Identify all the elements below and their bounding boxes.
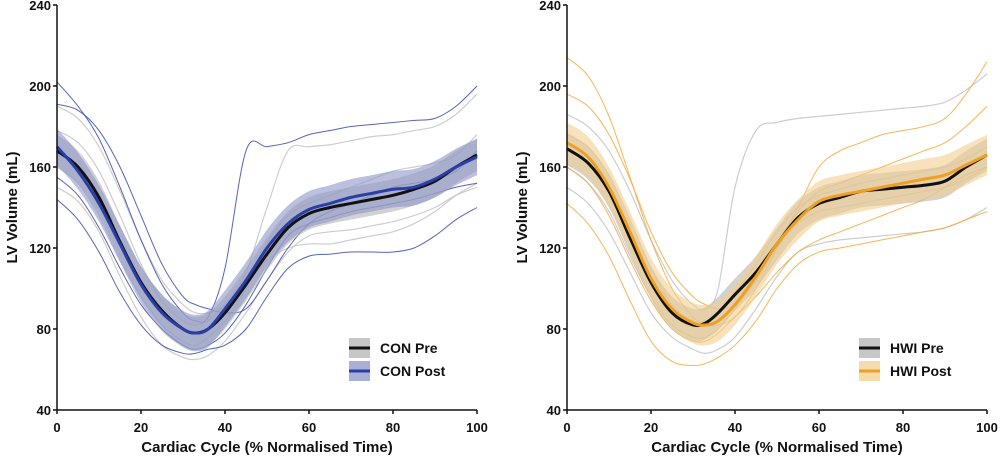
x-tick-label: 80 [896, 420, 910, 435]
individual-trace-con-post [56, 199, 478, 355]
chart-panel-2: 40 80 120 160 200 240 0 20 40 60 80 100 Cardiac Cycl… [514, 0, 998, 456]
x-tick-label: 100 [976, 420, 998, 435]
x-tick-label: 40 [218, 420, 232, 435]
sd-band-hwi-post [567, 122, 987, 346]
y-tick-label: 80 [547, 322, 561, 337]
y-tick-label: 40 [547, 403, 561, 418]
sd-band-con-post [57, 128, 477, 352]
x-tick-label: 0 [563, 420, 570, 435]
individual-trace-hwi-pre [566, 186, 988, 354]
y-tick-label: 200 [539, 79, 561, 94]
y-tick-label: 160 [539, 160, 561, 175]
y-tick-label: 200 [29, 79, 51, 94]
x-tick-label: 0 [53, 420, 60, 435]
x-tick-label: 80 [386, 420, 400, 435]
x-tick-label: 100 [466, 420, 488, 435]
x-tick-label: 20 [644, 420, 658, 435]
y-tick-label: 160 [29, 160, 51, 175]
individual-trace-hwi-pre [566, 73, 988, 311]
x-tick-label: 20 [134, 420, 148, 435]
y-tick-label: 240 [29, 0, 51, 13]
individual-trace-con-pre [56, 93, 478, 315]
y-tick-label: 120 [539, 241, 561, 256]
x-axis-title: Cardiac Cycle (% Normalised Time) [141, 439, 392, 456]
individual-trace-con-post [56, 81, 478, 323]
individual-trace-hwi-post [566, 166, 988, 343]
y-axis-title: LV Volume (mL) [514, 152, 531, 264]
legend-label: CON Post [380, 363, 446, 379]
legend-label: HWI Pre [890, 340, 944, 356]
y-tick-label: 240 [539, 0, 561, 13]
chart-panel-1: 40 80 120 160 200 240 0 20 40 60 80 100 Cardiac Cycl… [4, 0, 488, 456]
x-tick-label: 40 [728, 420, 742, 435]
individual-trace-con-pre [56, 186, 478, 361]
mean-line-con-post [55, 145, 478, 335]
y-tick-label: 40 [37, 403, 51, 418]
individual-trace-hwi-post [566, 203, 988, 367]
mean-line-hwi-post [566, 141, 988, 327]
legend-label: CON Pre [380, 340, 438, 356]
y-tick-label: 80 [37, 322, 51, 337]
x-tick-label: 60 [812, 420, 826, 435]
x-axis-title: Cardiac Cycle (% Normalised Time) [651, 439, 902, 456]
x-tick-label: 60 [302, 420, 316, 435]
legend-label: HWI Post [890, 363, 952, 379]
y-tick-label: 120 [29, 241, 51, 256]
y-axis-title: LV Volume (mL) [4, 152, 21, 264]
